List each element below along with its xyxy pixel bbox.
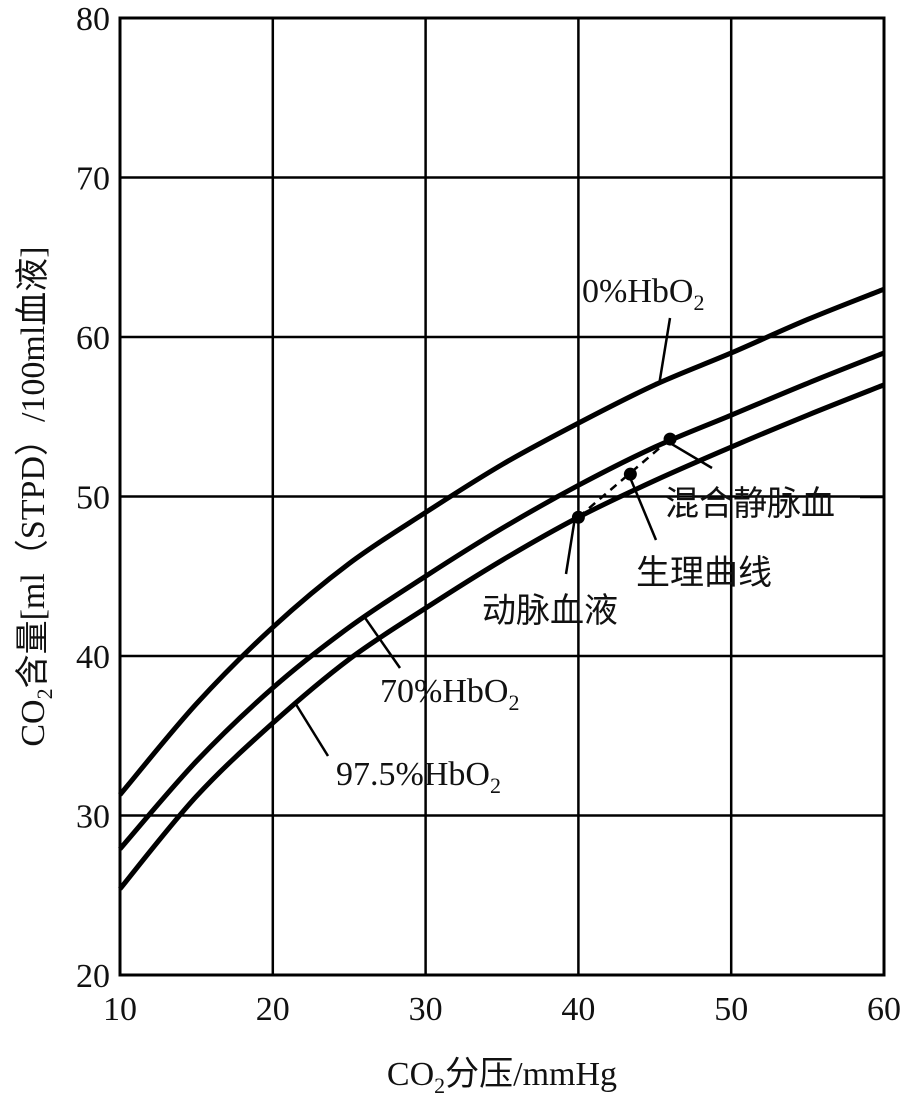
series-line-physiological — [577, 438, 671, 519]
y-tick-label-30: 30 — [76, 799, 110, 836]
series-line-1 — [118, 350, 885, 851]
point-leader-0 — [564, 521, 576, 575]
y-tick-label-40: 40 — [76, 639, 110, 676]
y-tick-label-70: 70 — [76, 161, 110, 198]
point-label-2: 混合静脉血 — [665, 485, 835, 523]
x-tick-label-50: 50 — [714, 991, 748, 1028]
data-point-0 — [571, 510, 585, 524]
x-tick-label-30: 30 — [409, 991, 443, 1028]
annotation-leader-1 — [363, 616, 402, 669]
x-axis-label: CO2分压/mmHg — [387, 1056, 617, 1098]
annotation-label-2: 97.5%HbO2 — [336, 756, 501, 798]
annotation-leader-0 — [658, 317, 672, 384]
annotation-leader-2 — [294, 703, 330, 757]
x-tick-label-10: 10 — [103, 991, 137, 1028]
y-tick-label-60: 60 — [76, 320, 110, 357]
series-line-2 — [118, 382, 885, 891]
point-label-0: 动脉血液 — [482, 592, 618, 630]
x-tick-label-20: 20 — [256, 991, 290, 1028]
data-point-2 — [663, 432, 677, 446]
x-tick-label-60: 60 — [867, 991, 901, 1028]
annotation-label-1: 70%HbO2 — [380, 673, 519, 715]
annotation-label-0: 0%HbO2 — [582, 273, 704, 315]
data-point-1 — [623, 467, 637, 481]
x-tick-label-40: 40 — [561, 991, 595, 1028]
y-tick-label-80: 80 — [76, 1, 110, 38]
y-tick-label-50: 50 — [76, 480, 110, 517]
y-tick-label-20: 20 — [76, 958, 110, 995]
point-leader-2 — [669, 442, 713, 470]
y-axis-label: CO2含量[ml（STPD）/100ml血液] — [14, 246, 57, 746]
point-leader-1 — [629, 477, 658, 541]
series-line-0 — [118, 286, 885, 797]
point-label-1: 生理曲线 — [636, 554, 772, 592]
